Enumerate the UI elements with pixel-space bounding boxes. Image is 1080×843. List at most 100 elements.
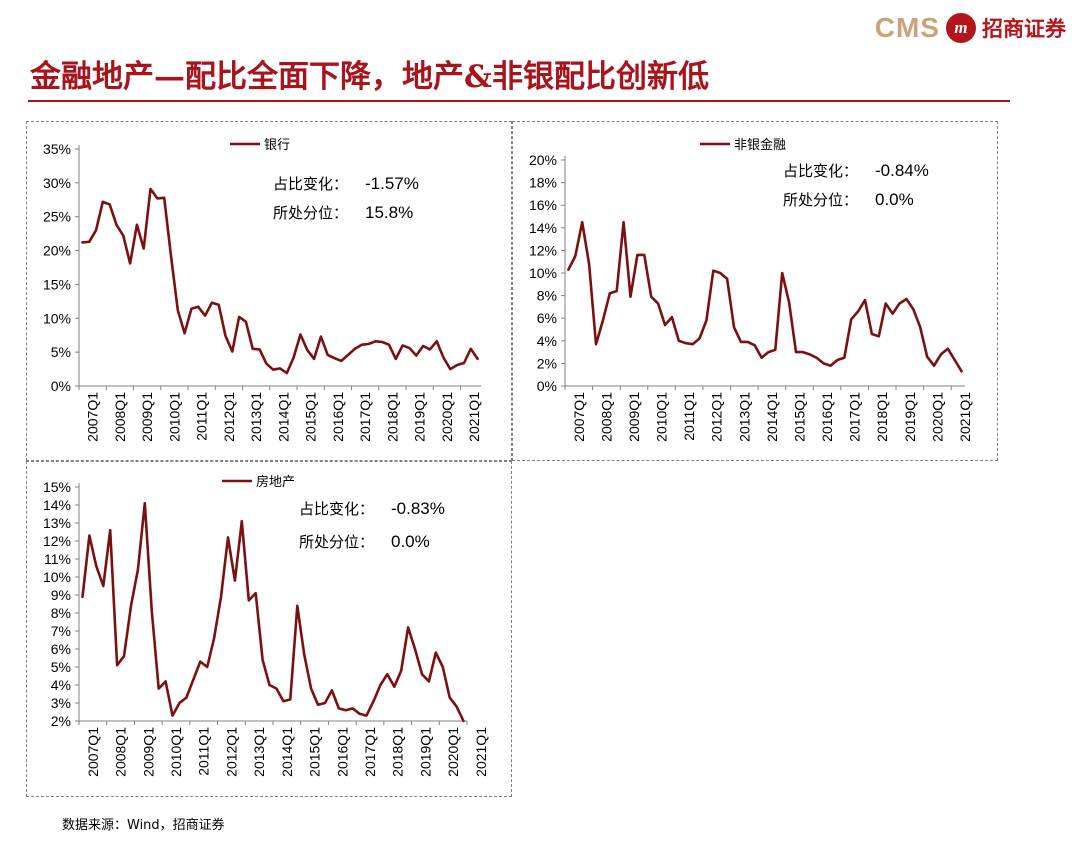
y-tick-label: 20%: [529, 152, 557, 168]
data-point: [241, 520, 243, 522]
x-tick-label: 2019Q1: [902, 392, 918, 442]
data-point: [313, 358, 315, 360]
data-point: [705, 319, 707, 321]
data-point: [292, 356, 294, 358]
x-tick-label: 2020Q1: [929, 392, 945, 442]
data-point: [303, 653, 305, 655]
data-point: [170, 255, 172, 257]
x-tick-label: 2016Q1: [819, 392, 835, 442]
x-tick-label: 2021Q1: [957, 392, 973, 442]
annotation-value: 15.8%: [365, 203, 413, 222]
data-point: [163, 197, 165, 199]
data-point: [190, 308, 192, 310]
data-point: [476, 358, 478, 360]
y-tick-label: 10%: [529, 265, 557, 281]
y-tick-label: 3%: [51, 695, 71, 711]
data-point: [372, 700, 374, 702]
data-point: [954, 359, 956, 361]
data-point: [919, 326, 921, 328]
y-tick-label: 13%: [43, 515, 71, 531]
data-point: [143, 247, 145, 249]
data-point: [234, 579, 236, 581]
data-point: [816, 357, 818, 359]
data-point: [347, 354, 349, 356]
data-point: [947, 348, 949, 350]
data-point: [95, 229, 97, 231]
y-tick-label: 14%: [529, 220, 557, 236]
page-title: 金融地产—配比全面下降，地产&非银配比创新低: [30, 59, 709, 95]
chart-panel-nonbank: 0% 2% 4% 6% 8% 10% 12% 14% 16% 18% 20% 2007Q1 2008Q1…: [512, 121, 998, 461]
data-point: [81, 596, 83, 598]
data-point: [436, 340, 438, 342]
data-point: [379, 684, 381, 686]
data-point: [415, 354, 417, 356]
data-point: [192, 678, 194, 680]
data-point: [149, 188, 151, 190]
x-tick-label: 2018Q1: [390, 727, 406, 777]
y-tick-label: 14%: [43, 497, 71, 513]
data-point: [885, 302, 887, 304]
y-tick-label: 11%: [44, 551, 71, 567]
x-tick-label: 2010Q1: [654, 392, 670, 442]
x-tick-label: 2017Q1: [847, 392, 863, 442]
data-point: [629, 296, 631, 298]
data-point: [204, 314, 206, 316]
data-point: [102, 585, 104, 587]
data-point: [449, 696, 451, 698]
data-point: [144, 502, 146, 504]
series-line-realestate: [81, 501, 465, 723]
annotation-value: -0.84%: [875, 161, 929, 180]
data-point: [462, 720, 464, 722]
data-point: [850, 318, 852, 320]
data-point: [129, 262, 131, 264]
data-point: [754, 344, 756, 346]
data-point: [296, 605, 298, 607]
data-point: [220, 596, 222, 598]
x-tick-label: 2015Q1: [307, 727, 323, 777]
y-tick-label: 4%: [537, 333, 557, 349]
data-point: [272, 369, 274, 371]
x-tick-label: 2007Q1: [85, 392, 101, 442]
data-point: [719, 272, 721, 274]
data-point: [616, 290, 618, 292]
data-point: [712, 270, 714, 272]
data-point: [333, 357, 335, 359]
chart-bank: 0% 5% 10% 15% 20% 25% 30% 35% 2007Q1 2008Q1 2009Q1…: [43, 138, 482, 442]
x-tick-label: 2021Q1: [466, 392, 482, 442]
y-tick-label: 7%: [51, 623, 71, 639]
data-point: [595, 343, 597, 345]
y-tick-label: 15%: [43, 479, 71, 495]
annotation-label: 所处分位：: [783, 191, 858, 209]
data-point: [602, 319, 604, 321]
logo-cn-text: 招商证券: [982, 16, 1066, 41]
data-point: [455, 705, 457, 707]
data-point: [650, 296, 652, 298]
data-point: [691, 343, 693, 345]
data-point: [408, 347, 410, 349]
x-tick-label: 2014Q1: [279, 727, 295, 777]
data-point: [164, 680, 166, 682]
x-tick-label: 2011Q1: [194, 392, 210, 441]
data-point: [183, 332, 185, 334]
data-point: [374, 340, 376, 342]
y-tick-label: 10%: [43, 310, 71, 326]
data-point: [740, 341, 742, 343]
y-tick-label: 6%: [51, 641, 71, 657]
data-point: [878, 335, 880, 337]
y-tick-label: 8%: [51, 605, 71, 621]
y-tick-label: 10%: [43, 569, 71, 585]
data-point: [685, 342, 687, 344]
data-point: [88, 534, 90, 536]
y-tick-label: 12%: [529, 242, 557, 258]
data-point: [345, 709, 347, 711]
annotation-label: 占比变化：: [273, 175, 348, 193]
x-tick-label: 2010Q1: [166, 392, 182, 442]
data-point: [864, 299, 866, 301]
data-point: [463, 362, 465, 364]
x-tick-label: 2016Q1: [330, 392, 346, 442]
data-point: [470, 348, 472, 350]
data-point: [275, 687, 277, 689]
data-point: [252, 348, 254, 350]
x-tick-label: 2009Q1: [139, 392, 155, 442]
data-point: [231, 350, 233, 352]
